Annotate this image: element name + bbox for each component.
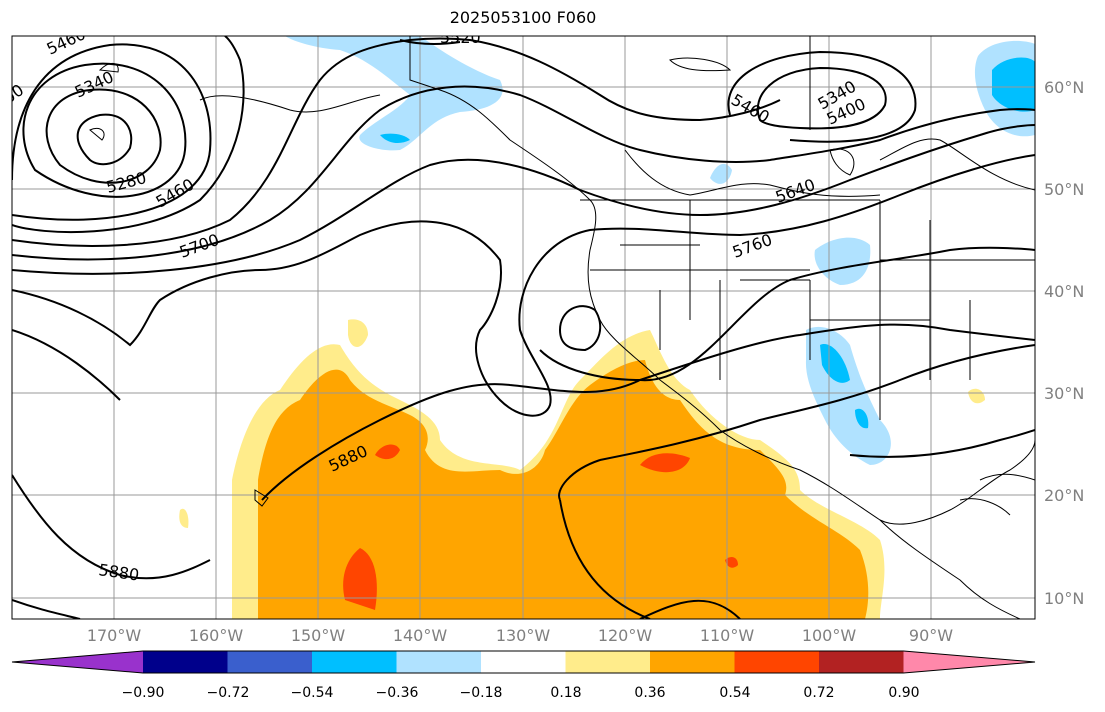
colorbar-segment: [903, 651, 1035, 673]
colorbar-tick-label: 0.18: [550, 685, 581, 701]
colorbar-segment: [819, 651, 904, 673]
longitude-label: 90°W: [909, 626, 953, 645]
colorbar-segment: [565, 651, 651, 673]
colorbar-segment: [312, 651, 397, 673]
latitude-label: 10°N: [1044, 589, 1084, 608]
latitude-label: 20°N: [1044, 486, 1084, 505]
colorbar-tick-label: −0.90: [122, 685, 165, 701]
colorbar-segment: [143, 651, 228, 673]
colorbar-tick-label: −0.36: [376, 685, 419, 701]
longitude-label: 110°W: [700, 626, 755, 645]
colorbar-segment: [227, 651, 313, 673]
longitude-label: 100°W: [802, 626, 857, 645]
map-title: 2025053100 F060: [449, 8, 597, 27]
colorbar-tick-label: 0.72: [803, 685, 834, 701]
coastlines: [89, 36, 1035, 619]
latitude-label: 50°N: [1044, 180, 1084, 199]
latitude-label: 60°N: [1044, 78, 1084, 97]
contour-label: 5520: [440, 28, 481, 47]
longitude-label: 160°W: [189, 626, 244, 645]
colorbar: [11, 650, 1036, 674]
colorbar-outline: [11, 650, 1036, 674]
colorbar-segment: [12, 651, 143, 673]
longitude-label: 150°W: [291, 626, 346, 645]
colorbar-tick-label: 0.36: [634, 685, 665, 701]
colorbar-segment: [734, 651, 820, 673]
colorbar-segment: [481, 651, 566, 673]
longitude-label: 130°W: [496, 626, 551, 645]
latitude-label: 40°N: [1044, 282, 1084, 301]
longitude-label: 120°W: [598, 626, 653, 645]
colorbar-tick-label: 0.90: [888, 685, 919, 701]
colorbar-tick-label: −0.18: [460, 685, 503, 701]
latitude-labels: 60°N 50°N 40°N 30°N 20°N 10°N: [1044, 78, 1084, 608]
longitude-label: 170°W: [87, 626, 142, 645]
colorbar-segment: [396, 651, 482, 673]
colorbar-segment: [650, 651, 735, 673]
colorbar-tick-label: −0.72: [207, 685, 250, 701]
longitude-labels: 170°W 160°W 150°W 140°W 130°W 120°W 110°…: [87, 626, 953, 645]
latitude-label: 30°N: [1044, 384, 1084, 403]
colorbar-tick-label: 0.54: [719, 685, 750, 701]
longitude-label: 140°W: [393, 626, 448, 645]
map-frame: [11, 35, 1036, 620]
colorbar-tick-label: −0.54: [291, 685, 334, 701]
positive-anomaly-fill: [179, 319, 985, 619]
colorbar-tick-labels: −0.90 −0.72 −0.54 −0.36 −0.18 0.18 0.36 …: [122, 685, 920, 701]
height-contours: [12, 36, 1035, 619]
